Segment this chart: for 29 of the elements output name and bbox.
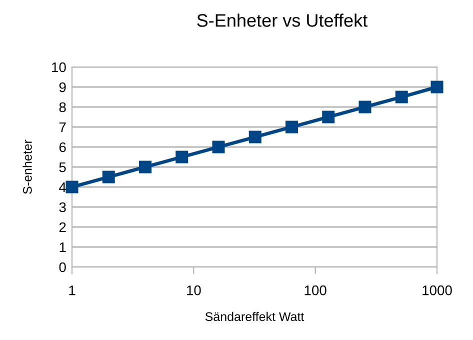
chart-title: S-Enheter vs Uteffekt	[197, 14, 368, 27]
y-tick-label: 7	[59, 122, 66, 132]
x-tick-label: 100	[304, 285, 326, 296]
y-tick-label: 1	[60, 242, 66, 252]
point	[212, 140, 225, 154]
x-axis-title: Sändareffekt Watt	[205, 312, 304, 322]
y-axis-title: S-enheter	[22, 140, 32, 194]
x-tick-label: 10	[187, 285, 201, 296]
y-tick-label: 9	[59, 82, 66, 92]
y-tick-label: 4	[59, 182, 66, 192]
y-tick-label: 6	[59, 142, 66, 152]
point	[286, 120, 298, 134]
y-tick-label: 10	[52, 62, 66, 72]
y-tick-label: 3	[59, 202, 66, 212]
point	[66, 180, 78, 194]
point	[139, 160, 152, 174]
y-tick-label: 5	[59, 162, 66, 172]
point	[430, 80, 444, 94]
x-tick-label: 1	[69, 286, 76, 296]
point	[322, 110, 335, 124]
point	[248, 130, 262, 144]
point	[395, 90, 408, 104]
y-tick-label: 2	[59, 222, 66, 232]
point	[358, 100, 372, 114]
point	[176, 150, 188, 164]
y-tick-label: 8	[59, 102, 66, 112]
point	[102, 170, 115, 184]
y-tick-label: 0	[59, 262, 66, 272]
x-tick-label: 1000	[422, 285, 452, 296]
